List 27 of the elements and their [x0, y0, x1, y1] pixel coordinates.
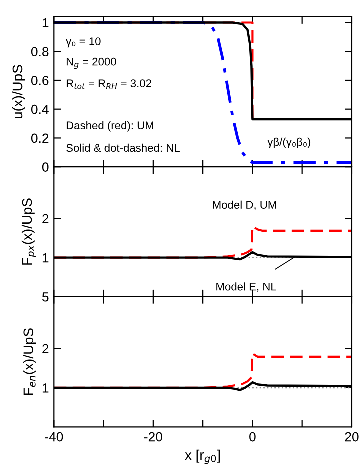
- y-tick-label: 1: [42, 254, 49, 263]
- annotation: Solid & dot-dashed: NL: [66, 144, 180, 152]
- y-tick-label: 1: [42, 384, 49, 393]
- x-tick-label: -40: [45, 432, 64, 442]
- x-tick-label: -20: [144, 432, 162, 442]
- annotation: γ₀ = 10: [66, 38, 101, 48]
- y-tick-label: 0.4: [31, 104, 49, 114]
- y-tick-label: 0: [42, 162, 49, 172]
- x-axis-title: x [r$_{g0}$]: [185, 450, 220, 464]
- x-tick-label: 20: [345, 432, 359, 442]
- y-tick-label: 0.6: [31, 76, 49, 86]
- y-tick-label: 5: [42, 292, 49, 302]
- annotation: R$_{tot}$ = R$_{RH}$ = 3.02: [66, 80, 152, 90]
- annotation: Dashed (red): UM: [66, 121, 154, 132]
- y-axis-title: u(x)/UpS: [12, 65, 26, 119]
- annotation: γβ/(γ₀β₀): [268, 138, 311, 148]
- x-tick-label: 0: [250, 432, 256, 442]
- y-axis-title: F$_{en}$(x)/UpS: [23, 328, 36, 396]
- y-tick-label: 2: [42, 214, 49, 224]
- y-tick-label: 0.8: [31, 47, 49, 57]
- y-tick-label: 0.2: [31, 134, 49, 144]
- annotation: Model D, UM: [213, 200, 276, 210]
- y-tick-label: 1: [42, 18, 49, 28]
- y-axis-title: F$_{px}$(x)/UpS: [22, 198, 36, 265]
- y-tick-label: 2: [42, 344, 49, 354]
- annotation: Model E, NL: [216, 282, 276, 292]
- annotation: N$_{g}$ = 2000: [66, 58, 116, 70]
